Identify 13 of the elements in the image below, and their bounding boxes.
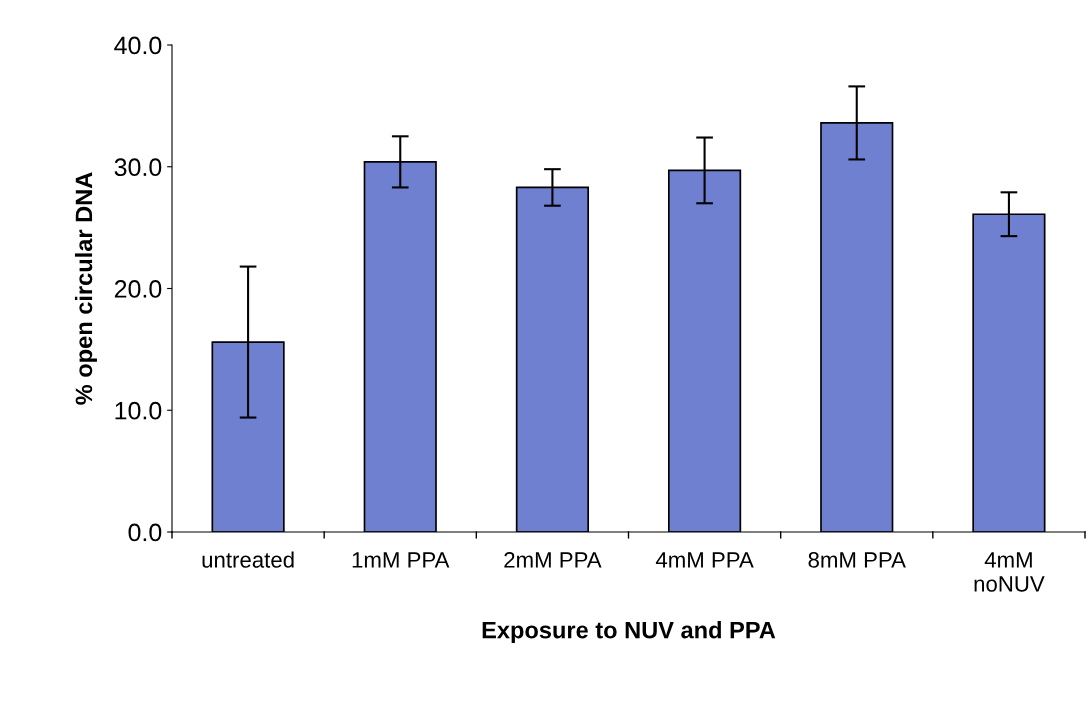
y-tick-label: 30.0	[114, 158, 162, 177]
y-tick-label: 0.0	[128, 523, 162, 542]
x-tick-label: 1mM PPA	[352, 552, 450, 568]
y-axis-title: % open circular DNA	[74, 172, 97, 405]
x-tick-label: 4mM noNUV	[974, 552, 1045, 592]
x-tick-label: 2mM PPA	[504, 552, 602, 568]
x-axis-title: Exposure to NUV and PPA	[482, 621, 776, 644]
y-tick-label: 40.0	[114, 36, 162, 55]
x-tick-label: untreated	[202, 551, 294, 568]
y-tick-label: 20.0	[114, 280, 162, 298]
x-tick-label: 8mM PPA	[808, 552, 906, 568]
y-tick-label: 10.0	[115, 401, 162, 420]
x-tick-label: 4mM PPA	[655, 552, 754, 568]
